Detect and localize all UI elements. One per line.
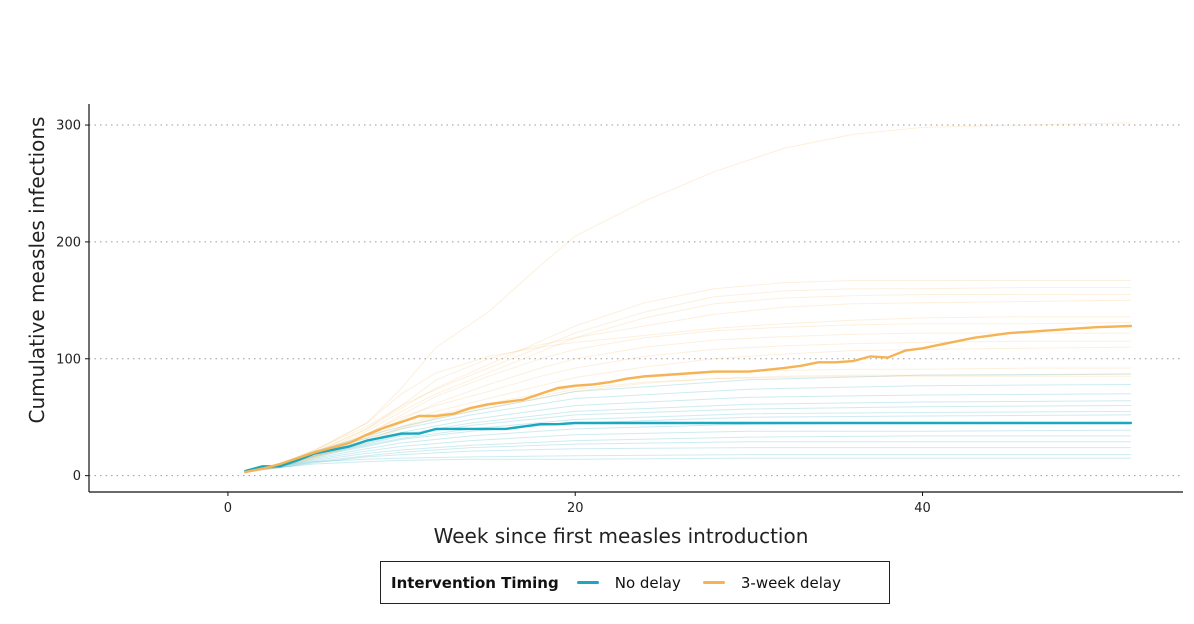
x-tick-label-40: 40 bbox=[914, 501, 931, 516]
simulation-line-3-week-delay-16 bbox=[245, 287, 1131, 472]
simulation-line-no-delay-5 bbox=[245, 429, 1131, 473]
simulation-line-no-delay-1 bbox=[245, 454, 1131, 473]
x-tick-label-0: 0 bbox=[224, 501, 232, 516]
y-axis-title: Cumulative measles infections bbox=[25, 117, 49, 424]
x-axis-title: Week since first measles introduction bbox=[434, 524, 809, 548]
simulation-line-3-week-delay-19 bbox=[245, 316, 1131, 472]
y-tick-label-100: 100 bbox=[56, 352, 81, 367]
axes bbox=[88, 104, 1183, 493]
simulation-line-3-week-delay-14 bbox=[245, 122, 1131, 473]
legend-label-no-delay: No delay bbox=[614, 573, 681, 592]
simulation-line-3-week-delay-15 bbox=[245, 280, 1131, 473]
simulation-line-3-week-delay-25 bbox=[245, 373, 1131, 473]
y-tick-label-200: 200 bbox=[56, 235, 81, 250]
tick-labels: 0 100 200 300 0 20 40 bbox=[56, 119, 931, 516]
legend-item-3-week-delay: 3-week delay bbox=[702, 573, 841, 592]
legend-swatch-3-week-delay bbox=[702, 581, 725, 584]
y-tick-label-300: 300 bbox=[56, 119, 81, 134]
y-tick-label-0: 0 bbox=[73, 469, 81, 484]
legend: Intervention Timing No delay 3-week dela… bbox=[380, 561, 890, 604]
simulation-line-no-delay-0 bbox=[245, 457, 1131, 472]
simulation-line-3-week-delay-22 bbox=[245, 340, 1131, 472]
legend-label-3-week-delay: 3-week delay bbox=[740, 573, 841, 592]
simulation-line-3-week-delay-23 bbox=[245, 346, 1131, 473]
simulation-line-3-week-delay-21 bbox=[245, 332, 1131, 473]
legend-swatch-no-delay bbox=[576, 581, 599, 584]
series-line-3-week-delay bbox=[244, 324, 1133, 474]
legend-title: Intervention Timing bbox=[391, 573, 559, 592]
simulation-line-3-week-delay-17 bbox=[245, 294, 1131, 473]
simulation-lines bbox=[245, 122, 1131, 473]
simulation-line-no-delay-4 bbox=[245, 435, 1131, 472]
series-line-no-delay bbox=[244, 421, 1133, 473]
simulation-line-no-delay-3 bbox=[245, 441, 1131, 473]
legend-item-no-delay: No delay bbox=[576, 573, 681, 592]
x-tick-label-20: 20 bbox=[567, 501, 584, 516]
simulation-line-3-week-delay-18 bbox=[245, 299, 1131, 473]
grid-layer bbox=[89, 124, 1183, 477]
series-lines bbox=[244, 324, 1133, 474]
simulation-line-no-delay-2 bbox=[245, 447, 1131, 472]
